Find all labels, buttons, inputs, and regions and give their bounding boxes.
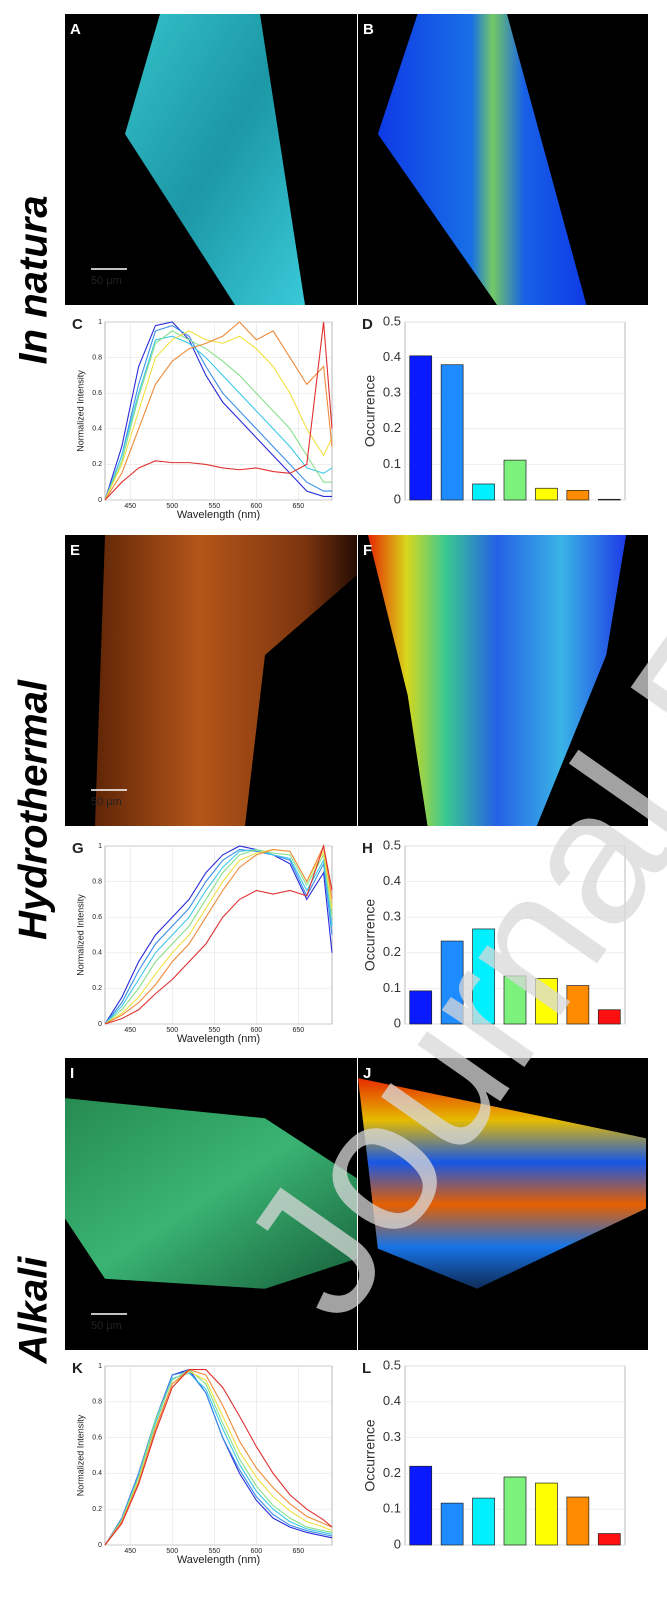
x-axis-title: Wavelength (nm) xyxy=(177,1554,260,1566)
row-label: Alkali xyxy=(12,1256,56,1365)
y-tick-label: 0.6 xyxy=(92,914,102,921)
bar xyxy=(441,365,463,500)
y-tick-label: 0.4 xyxy=(383,1393,401,1408)
x-tick-label: 450 xyxy=(124,503,136,510)
y-tick-label: 0.6 xyxy=(92,390,102,397)
y-tick-label: 0.4 xyxy=(92,950,102,957)
y-tick-label: 0 xyxy=(98,497,102,504)
y-tick-label: 1 xyxy=(98,843,102,850)
y-tick-label: 0.3 xyxy=(383,385,401,400)
y-tick-label: 0.4 xyxy=(92,1470,102,1477)
y-axis-title: Occurrence xyxy=(362,1419,378,1492)
bar xyxy=(410,356,432,500)
y-tick-label: 0.3 xyxy=(383,1429,401,1444)
panel-letter: H xyxy=(362,840,373,857)
bar xyxy=(410,1466,432,1545)
y-tick-label: 0 xyxy=(98,1021,102,1028)
panel-letter: I xyxy=(70,1065,74,1082)
y-tick-label: 0 xyxy=(394,491,401,506)
panel-letter: L xyxy=(362,1360,371,1377)
y-tick-label: 0.8 xyxy=(92,354,102,361)
bar xyxy=(473,1498,495,1545)
bar xyxy=(598,1534,620,1545)
y-axis-title: Normalized Intensity xyxy=(75,894,85,976)
y-tick-label: 0 xyxy=(98,1542,102,1549)
bar xyxy=(473,484,495,500)
y-tick-label: 1 xyxy=(98,1363,102,1370)
y-tick-label: 0.2 xyxy=(92,1506,102,1513)
panel-letter: K xyxy=(72,1360,83,1377)
y-tick-label: 0.6 xyxy=(92,1434,102,1441)
row-labels: In natura Hydrothermal Alkali xyxy=(12,196,56,1365)
x-axis-title: Wavelength (nm) xyxy=(177,509,260,521)
y-tick-label: 0.2 xyxy=(92,461,102,468)
figure: A50 µmBE50 µmFI50 µmJ 45050055060065000.… xyxy=(0,0,667,1616)
x-tick-label: 650 xyxy=(293,1027,305,1034)
y-tick-label: 0.2 xyxy=(383,420,401,435)
y-tick-label: 0.3 xyxy=(383,909,401,924)
panel-letter: F xyxy=(363,542,372,559)
panel-letter: A xyxy=(70,21,81,38)
panel-letter: E xyxy=(70,542,80,559)
bar xyxy=(535,488,557,500)
y-axis-title: Normalized Intensity xyxy=(75,370,85,452)
scale-bar-label: 50 µm xyxy=(91,796,122,808)
x-tick-label: 650 xyxy=(293,503,305,510)
y-tick-label: 1 xyxy=(98,319,102,326)
y-tick-label: 0.5 xyxy=(383,313,401,328)
scale-bar-label: 50 µm xyxy=(91,1320,122,1332)
panel-letter: B xyxy=(363,21,374,38)
bar xyxy=(504,1477,526,1545)
plot-area xyxy=(105,1366,332,1545)
panel-letter: D xyxy=(362,316,373,333)
y-tick-label: 0 xyxy=(394,1536,401,1551)
bar xyxy=(535,1483,557,1545)
bar xyxy=(567,1497,589,1545)
y-axis-title: Occurrence xyxy=(362,375,378,448)
y-axis-title: Normalized Intensity xyxy=(75,1414,85,1496)
y-tick-label: 0.5 xyxy=(383,837,401,852)
y-tick-label: 0.5 xyxy=(383,1357,401,1372)
row-label: Hydrothermal xyxy=(12,679,56,940)
panel-letter: C xyxy=(72,316,83,333)
panel-letter: G xyxy=(72,840,84,857)
bar xyxy=(567,490,589,500)
y-axis-title: Occurrence xyxy=(362,899,378,972)
x-tick-label: 650 xyxy=(293,1548,305,1555)
scale-bar-label: 50 µm xyxy=(91,275,122,287)
y-tick-label: 0.4 xyxy=(92,426,102,433)
x-tick-label: 450 xyxy=(124,1548,136,1555)
y-tick-label: 0.2 xyxy=(383,1465,401,1480)
x-axis-title: Wavelength (nm) xyxy=(177,1033,260,1045)
x-tick-label: 450 xyxy=(124,1027,136,1034)
y-tick-label: 0.1 xyxy=(383,456,401,471)
bar xyxy=(441,1503,463,1545)
y-tick-label: 0.4 xyxy=(383,349,401,364)
y-tick-label: 0.1 xyxy=(383,1501,401,1516)
y-tick-label: 0.8 xyxy=(92,878,102,885)
row-label: In natura xyxy=(12,196,56,365)
bar xyxy=(504,460,526,500)
y-tick-label: 0.2 xyxy=(92,985,102,992)
y-tick-label: 0.4 xyxy=(383,873,401,888)
y-tick-label: 0.8 xyxy=(92,1399,102,1406)
bar xyxy=(598,499,620,500)
